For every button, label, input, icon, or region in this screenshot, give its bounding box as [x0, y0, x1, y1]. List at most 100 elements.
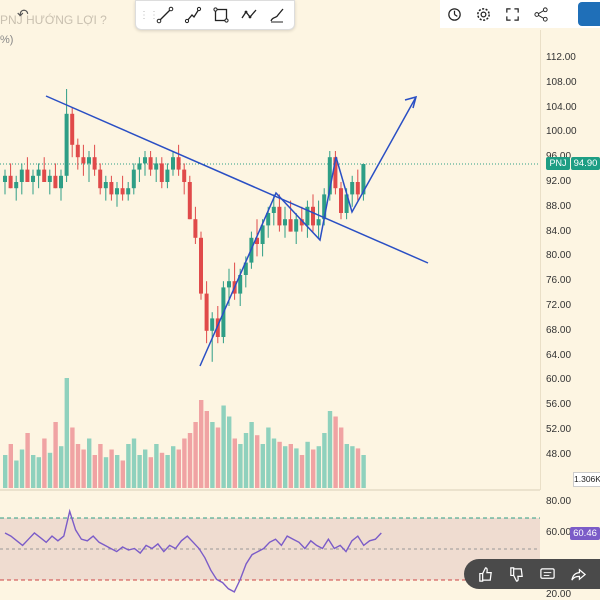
volume-bar — [126, 444, 131, 488]
volume-bar — [14, 460, 19, 488]
candle-body — [126, 188, 131, 195]
volume-bar — [3, 455, 8, 488]
volume-bar — [305, 441, 310, 488]
volume-bar — [227, 416, 232, 488]
volume-bar — [333, 416, 338, 488]
thumbs-up-icon[interactable] — [474, 562, 498, 586]
candle-body — [322, 194, 327, 220]
candle-body — [176, 157, 181, 170]
candle-body — [361, 164, 366, 195]
price-tick: 64.00 — [546, 349, 572, 361]
candle-body — [305, 206, 310, 226]
candle-body — [87, 157, 91, 164]
price-tick: 104.00 — [546, 101, 577, 113]
arrow-head-drawing — [404, 95, 418, 109]
candle-body — [355, 182, 360, 195]
trendline-drawing — [45, 95, 429, 264]
volume-bar — [53, 422, 58, 488]
volume-bar — [249, 422, 254, 488]
candle-body — [148, 157, 153, 170]
volume-bar — [355, 448, 361, 488]
candle-body — [299, 219, 304, 226]
share-arrow-icon[interactable] — [567, 562, 591, 586]
candle-body — [238, 275, 243, 294]
candle-body — [215, 318, 220, 337]
volume-bar — [288, 444, 293, 488]
volume-bar — [311, 449, 316, 488]
candle-body — [171, 157, 175, 170]
volume-bar — [103, 457, 109, 488]
candle-body — [64, 113, 69, 176]
volume-bar — [339, 427, 344, 488]
price-tick: 76.00 — [546, 275, 572, 287]
volume-bar — [361, 455, 366, 488]
candle-body — [131, 169, 136, 189]
candle-body — [344, 194, 349, 213]
volume-bar — [344, 444, 349, 488]
candle-body — [199, 237, 203, 294]
candle-body — [260, 225, 265, 244]
candle-body — [204, 293, 209, 331]
undo-icon[interactable]: ↶ — [17, 6, 29, 22]
candle-body — [36, 169, 41, 176]
drag-handle-icon[interactable]: ⋮⋮ — [139, 9, 159, 21]
volume-bar — [143, 449, 148, 488]
volume-bar — [350, 446, 355, 488]
candle-body — [59, 175, 63, 189]
path-icon[interactable] — [179, 1, 207, 29]
volume-bar — [271, 438, 277, 488]
candle-body — [115, 188, 119, 195]
candle-body — [25, 169, 30, 182]
rectangle-icon[interactable] — [207, 1, 235, 29]
price-tick: 48.00 — [546, 448, 572, 460]
price-axis[interactable] — [540, 30, 600, 490]
volume-bar — [81, 449, 86, 488]
volume-bar — [277, 441, 282, 488]
volume-bar — [70, 427, 75, 488]
user-drawings[interactable] — [45, 95, 429, 367]
price-tick: 96.00 — [546, 151, 571, 162]
candle-body — [327, 157, 332, 195]
comment-icon[interactable] — [536, 562, 560, 586]
candle-body — [339, 188, 343, 213]
price-tick: 88.00 — [546, 200, 572, 212]
volume-bar — [75, 444, 81, 488]
price-tick: 92.00 — [546, 176, 572, 187]
volume-bar — [215, 427, 221, 488]
brush-icon[interactable] — [263, 1, 291, 29]
candle-body — [8, 175, 13, 189]
fullscreen-icon[interactable] — [498, 0, 527, 28]
volume-bar — [210, 422, 215, 488]
settings-icon[interactable] — [469, 0, 498, 28]
volume-bar — [266, 427, 271, 488]
candle-body — [187, 182, 192, 220]
candle-body — [53, 175, 58, 189]
candle-body — [193, 219, 198, 238]
price-tick: 56.00 — [546, 399, 572, 411]
volume-bar — [182, 438, 187, 488]
alert-icon[interactable] — [440, 0, 469, 28]
volume-bar — [255, 435, 260, 488]
volume-bar — [92, 455, 97, 488]
price-tick: 60.00 — [546, 374, 572, 386]
candle-body — [75, 144, 80, 158]
thumbs-down-icon[interactable] — [505, 562, 529, 586]
price-tick: 72.00 — [546, 300, 572, 311]
logo-icon[interactable] — [578, 2, 600, 26]
volume-bar — [131, 438, 137, 488]
share-icon[interactable] — [527, 0, 556, 28]
volume-bar — [98, 444, 103, 488]
price-chart[interactable] — [0, 0, 540, 600]
price-tick: 112.00 — [546, 52, 576, 63]
volume-bar — [25, 433, 30, 488]
volume-bar — [42, 438, 47, 488]
trend-line-icon[interactable] — [151, 1, 179, 29]
volume-bar — [87, 438, 92, 488]
volume-bar — [109, 449, 114, 488]
volume-bar — [115, 455, 120, 488]
wave-projection-drawing — [199, 96, 417, 367]
last-price-label: 94.90 — [571, 157, 600, 170]
polyline-icon[interactable] — [235, 1, 263, 29]
candle-body — [81, 157, 86, 164]
rsi-value-label: 60.46 — [570, 527, 600, 540]
